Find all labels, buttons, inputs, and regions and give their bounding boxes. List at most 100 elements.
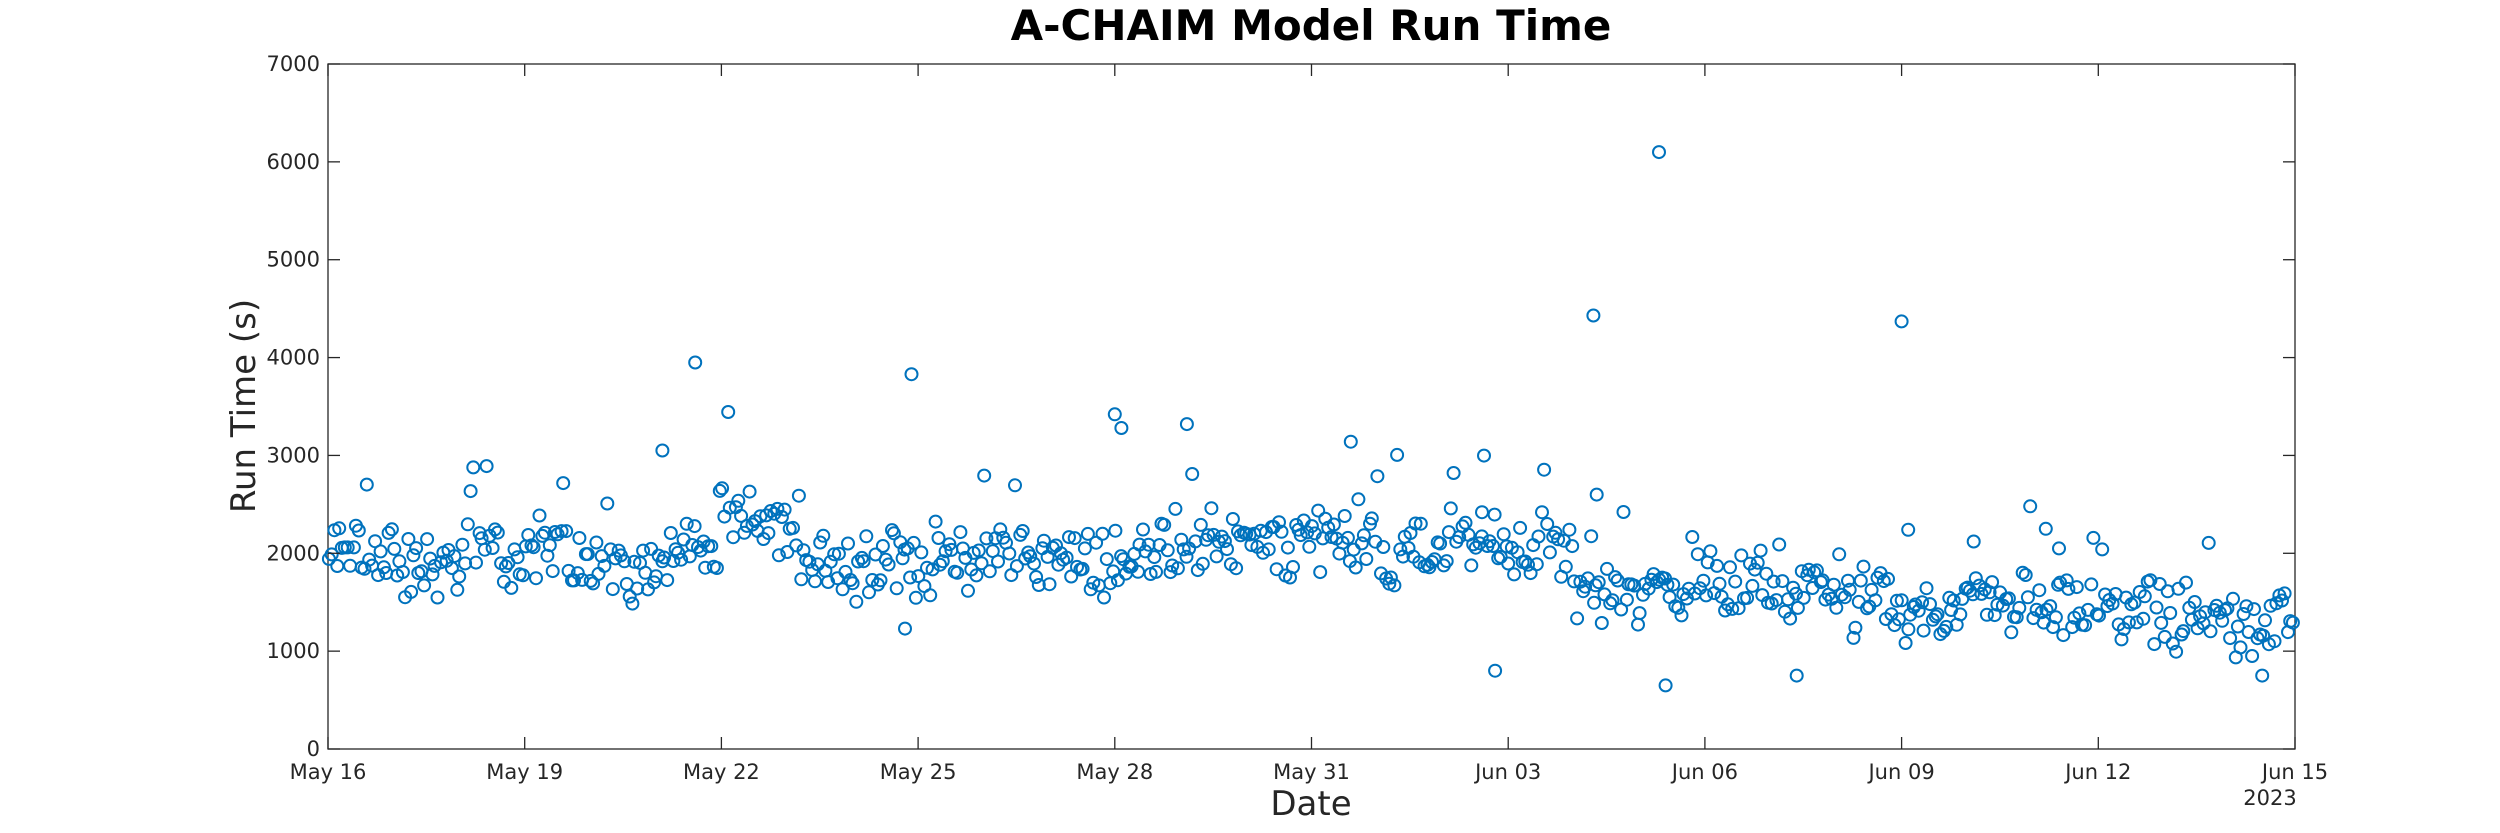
data-point [1217, 534, 1232, 549]
data-point [1302, 539, 1317, 554]
data-point [709, 561, 724, 575]
data-point [1486, 539, 1500, 553]
data-point [463, 484, 478, 499]
data-point [559, 524, 574, 539]
data-point [2239, 599, 2254, 614]
data-point [1272, 515, 1286, 530]
data-point [580, 547, 595, 562]
data-point [1658, 678, 1673, 693]
data-point [2095, 542, 2110, 557]
data-point [1584, 529, 1599, 544]
data-point [1114, 421, 1129, 435]
data-point [835, 582, 850, 597]
data-point [2052, 541, 2066, 556]
data-point [688, 355, 703, 370]
data-point [774, 510, 789, 524]
data-point [1311, 503, 1326, 518]
data-point [904, 367, 919, 382]
data-point [636, 543, 651, 558]
data-point [2092, 608, 2106, 623]
data-point [2023, 499, 2038, 514]
data-point [2069, 580, 2084, 595]
data-point [1195, 556, 1210, 571]
data-point [622, 589, 637, 604]
data-point [1108, 523, 1123, 538]
data-point [1619, 592, 1634, 607]
data-point [2255, 668, 2270, 683]
data-point [1176, 542, 1191, 557]
data-point [982, 564, 997, 579]
data-point [1179, 549, 1194, 564]
data-point [2152, 577, 2167, 591]
data-point [2015, 565, 2030, 580]
data-point [849, 594, 864, 609]
data-point [1097, 590, 1111, 605]
data-point [1229, 561, 1244, 576]
data-point [903, 570, 918, 585]
data-point [1562, 522, 1577, 537]
data-point [1433, 536, 1448, 551]
data-point [1848, 620, 1863, 635]
data-point [524, 538, 539, 553]
y-tick-label: 1000 [267, 639, 320, 663]
data-point [1837, 590, 1852, 605]
data-point [1856, 559, 1871, 574]
x-tick-label: Jun 03 [1473, 760, 1541, 784]
data-point [771, 548, 786, 563]
data-point [1540, 517, 1555, 531]
data-point [2233, 640, 2248, 655]
data-point [1031, 578, 1046, 592]
data-point [556, 476, 571, 491]
data-point [2137, 589, 2152, 604]
x-tick-label: Jun 09 [1866, 760, 1934, 784]
data-point [1233, 528, 1248, 543]
data-point [1293, 528, 1308, 543]
data-point [2105, 596, 2120, 611]
data-point [516, 568, 530, 583]
data-point [1364, 511, 1379, 526]
data-point [1666, 577, 1681, 592]
data-point [1699, 588, 1714, 603]
data-point [925, 562, 940, 577]
data-point [594, 549, 609, 564]
data-point [477, 542, 492, 557]
data-point [1578, 579, 1593, 594]
data-point [1193, 517, 1208, 532]
data-point [823, 554, 838, 569]
data-point [387, 541, 402, 556]
data-point [1370, 469, 1385, 484]
data-point [1826, 577, 1841, 592]
data-point [1439, 554, 1454, 569]
data-point [1982, 585, 1997, 600]
data-point [1710, 558, 1724, 573]
data-point [979, 531, 994, 546]
data-point [1023, 549, 1038, 564]
x-tick-label: May 16 [290, 760, 367, 784]
data-point [881, 557, 896, 572]
data-point [663, 526, 678, 540]
data-point [479, 459, 494, 474]
data-point [974, 556, 989, 571]
data-point [657, 550, 672, 565]
data-point [938, 544, 953, 559]
data-point [1979, 607, 1994, 622]
data-point [780, 545, 795, 559]
x-axis: May 16 May 19 May 22 May 25 May 28 May 31 Jun … [290, 64, 2328, 784]
data-point [1067, 531, 1082, 546]
y-tick-label: 0 [307, 737, 320, 761]
data-point [1588, 578, 1603, 593]
data-point [687, 519, 702, 534]
data-point [1408, 516, 1423, 531]
data-point [742, 484, 757, 499]
data-point [340, 540, 355, 555]
data-point [1089, 535, 1104, 550]
data-point [715, 481, 730, 496]
data-point [597, 558, 612, 573]
data-point [1567, 574, 1582, 589]
data-point [1718, 603, 1733, 618]
data-point [1916, 623, 1931, 638]
data-point [971, 543, 986, 558]
data-point [1204, 501, 1219, 516]
data-point [668, 542, 683, 557]
